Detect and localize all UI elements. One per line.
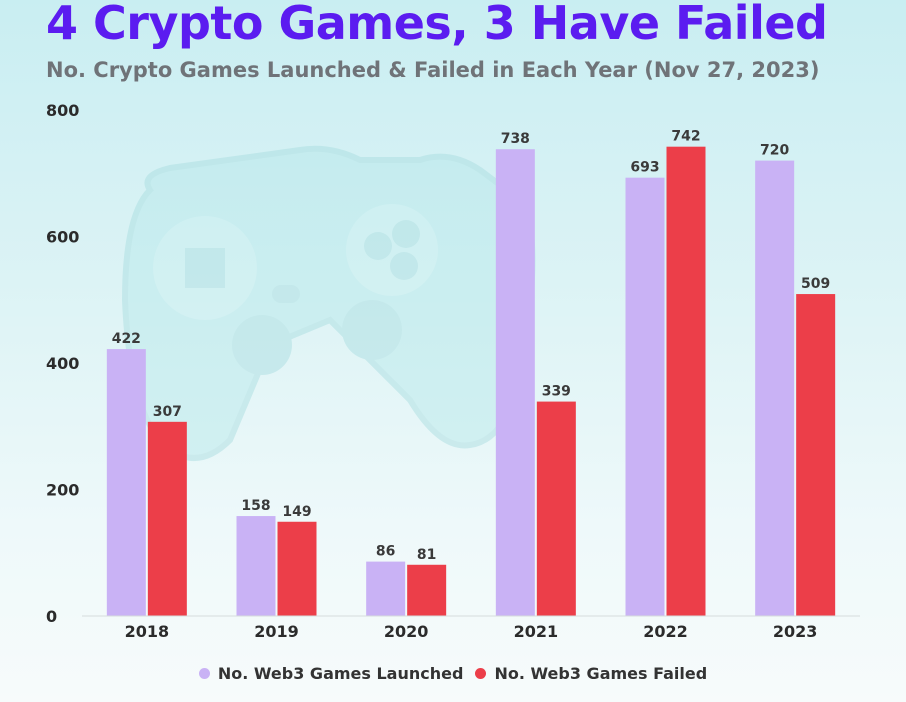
bar-launched-2020 [366,561,406,616]
bar-failed-2020 [407,564,447,616]
legend-item: No. Web3 Games Failed [475,664,707,683]
chart-title: 4 Crypto Games, 3 Have Failed [46,0,828,50]
bar-failed-2023 [796,294,836,616]
data-label: 86 [376,544,395,560]
data-label: 81 [417,547,436,563]
data-label: 422 [112,331,141,347]
bar-launched-2021 [495,149,535,616]
data-label: 693 [630,160,659,176]
x-tick-label: 2023 [773,622,818,641]
chart-subtitle: No. Crypto Games Launched & Failed in Ea… [46,58,820,82]
y-tick-label: 600 [46,228,79,247]
data-label: 509 [801,276,830,292]
y-tick-label: 200 [46,481,79,500]
bar-launched-2018 [106,349,146,616]
bar-failed-2018 [147,421,187,616]
bar-failed-2021 [536,401,576,616]
x-tick-label: 2021 [514,622,559,641]
bar-launched-2022 [625,177,665,617]
data-label: 720 [760,143,789,159]
x-tick-label: 2019 [254,622,299,641]
bar-launched-2019 [236,516,276,616]
chart-legend: No. Web3 Games Launched No. Web3 Games Fa… [0,664,906,683]
x-tick-label: 2022 [643,622,688,641]
y-tick-label: 0 [46,607,57,626]
legend-item: No. Web3 Games Launched [198,664,464,683]
data-label: 149 [282,504,311,520]
legend-swatch [475,668,487,679]
bar-failed-2022 [666,146,706,616]
legend-label: No. Web3 Games Launched [217,664,464,683]
y-tick-label: 400 [46,354,79,373]
x-tick-label: 2020 [384,622,429,641]
data-label: 738 [501,131,530,147]
data-label: 307 [153,404,182,420]
bar-launched-2023 [755,160,795,616]
bar-failed-2019 [277,521,317,616]
legend-label: No. Web3 Games Failed [494,664,708,683]
gamepad-watermark-icon [121,145,536,461]
data-label: 158 [241,498,270,514]
y-tick-label: 800 [46,101,79,120]
x-tick-label: 2018 [125,622,170,641]
data-label: 339 [542,384,571,400]
legend-swatch [198,668,210,679]
data-label: 742 [671,129,700,145]
